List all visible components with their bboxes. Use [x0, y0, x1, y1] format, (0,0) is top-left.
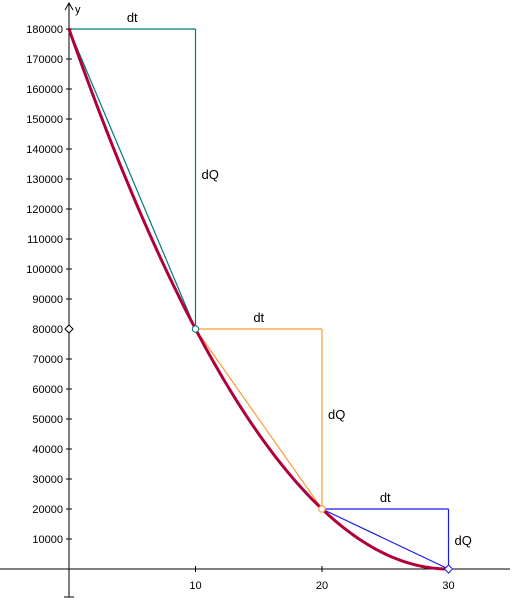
dt-label: dt [253, 310, 264, 325]
point-marker [443, 564, 454, 574]
dq-label: dQ [202, 167, 219, 182]
dt-label: dt [127, 10, 138, 25]
y-tick-label: 80000 [32, 324, 63, 336]
y-tick-label: 90000 [32, 294, 63, 306]
curve-line [67, 28, 449, 571]
slope-triangles [68, 28, 450, 570]
y-tick-label: 120000 [26, 204, 63, 216]
point-marker [318, 505, 326, 513]
x-tick-label: 20 [316, 580, 328, 592]
secant-line [321, 508, 449, 570]
points-layer [64, 324, 454, 574]
y-tick-label: 100000 [26, 264, 63, 276]
point-marker [64, 324, 74, 334]
y-tick-label: 70000 [32, 354, 63, 366]
y-tick-label: 50000 [32, 414, 63, 426]
y-tick-label: 130000 [26, 174, 63, 186]
dq-label: dQ [328, 407, 345, 422]
y-tick-label: 40000 [32, 444, 63, 456]
x-tick-label: 10 [189, 580, 201, 592]
y-axis-label: y [75, 4, 81, 16]
y-axis-arrow [64, 1, 74, 11]
dt-label: dt [380, 490, 391, 505]
y-tick-label: 20000 [32, 504, 63, 516]
curve-layer [67, 28, 449, 571]
y-tick-label: 60000 [32, 384, 63, 396]
y-tick-label: 10000 [32, 534, 63, 546]
y-tick-label: 110000 [27, 234, 63, 246]
y-tick-label: 160000 [26, 84, 63, 96]
y-tick-label: 140000 [26, 144, 63, 156]
y-tick-label: 30000 [32, 474, 63, 486]
y-tick-label: 180000 [26, 24, 63, 36]
y-tick-label: 170000 [26, 54, 63, 66]
dq-label: dQ [455, 533, 472, 548]
secant-line [195, 328, 323, 510]
point-marker [191, 325, 200, 333]
y-tick-label: 150000 [26, 114, 63, 126]
secant-line [68, 28, 197, 330]
tick-labels: y 10000 20000 30000 40000 50000 60000 70000 8000… [26, 4, 472, 592]
x-tick-label: 30 [442, 580, 454, 592]
